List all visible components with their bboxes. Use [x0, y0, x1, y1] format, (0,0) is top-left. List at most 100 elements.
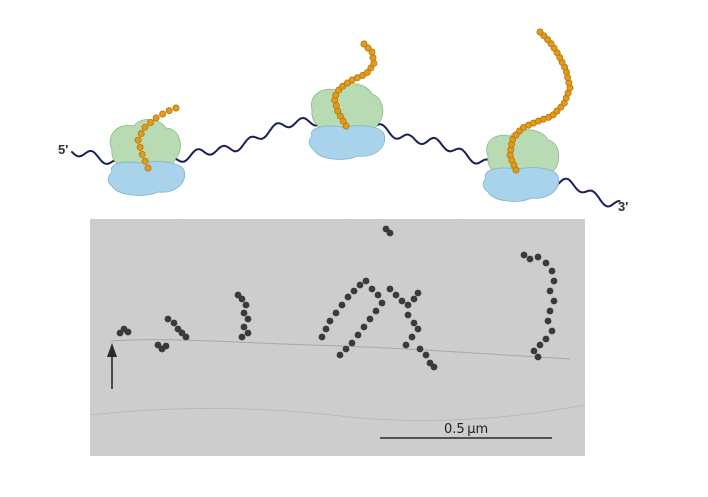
nascent-peptide-1: [134, 104, 180, 172]
scale-bar: 0.5 μm: [380, 422, 552, 439]
scale-bar-label: 0.5 μm: [444, 422, 488, 437]
nascent-peptide-2: [331, 40, 378, 130]
ribosome-particle: [550, 297, 558, 305]
ribosome-particle: [344, 293, 352, 301]
nascent-peptide-3: [506, 28, 574, 174]
ribosome-particle: [410, 295, 418, 303]
ribosome-particle: [520, 251, 528, 259]
ribosome-particle: [238, 295, 246, 303]
ribosome-particle: [244, 315, 252, 323]
peptide-bead: [370, 59, 378, 67]
ribosome-particles: [116, 225, 558, 371]
ribosome-particle: [402, 341, 410, 349]
ribosome-particle: [356, 281, 364, 289]
peptide-bead: [138, 150, 146, 158]
ribosome-particle: [404, 301, 412, 309]
ribosome-particle: [162, 342, 170, 350]
up-arrow-icon: [107, 343, 117, 389]
ribosome-particle: [548, 327, 556, 335]
ribosome-particle: [240, 323, 248, 331]
ribosome-particle: [378, 299, 386, 307]
peptide-bead: [141, 157, 149, 165]
ribosome-particle: [416, 345, 424, 353]
ribosome-particle: [404, 311, 412, 319]
ribosome-particle: [342, 345, 350, 353]
ribosome-particle: [546, 287, 554, 295]
ribosome-particle: [542, 259, 550, 267]
ribosome-particle: [348, 339, 356, 347]
ribosome-particle: [322, 325, 330, 333]
peptide-bead: [339, 117, 347, 125]
ribosome-particle: [164, 315, 172, 323]
peptide-bead: [147, 119, 154, 127]
ribosome-2: [308, 83, 386, 160]
ribosome-1: [107, 119, 186, 196]
ribosome-particle: [546, 307, 554, 315]
small-subunit-2: [308, 125, 386, 160]
ribosome-particle: [536, 341, 544, 349]
small-subunit-3: [482, 167, 560, 202]
ribosome-particle: [414, 325, 422, 333]
ribosome-particle: [534, 353, 542, 361]
five-prime-label: 5': [58, 142, 68, 157]
peptide-bead: [141, 123, 149, 131]
ribosome-particle: [534, 253, 542, 261]
ribosome-particle: [244, 329, 252, 337]
ribosome-particle: [544, 317, 552, 325]
peptide-bead: [369, 54, 377, 62]
peptide-bead: [134, 136, 142, 144]
peptide-bead: [343, 79, 351, 87]
ribosome-particle: [350, 287, 358, 295]
ribosome-particle: [170, 319, 178, 327]
peptide-bead: [536, 28, 544, 36]
ribosome-particle: [332, 309, 340, 317]
ribosome-particle: [242, 301, 250, 309]
peptide-bead: [165, 107, 173, 115]
peptide-bead: [136, 143, 144, 151]
peptide-bead: [364, 44, 372, 52]
ribosome-particle: [386, 285, 394, 293]
peptide-bead: [368, 48, 376, 56]
three-prime-label: 3': [618, 199, 628, 214]
ribosome-particle: [374, 291, 382, 299]
ribosome-particle: [386, 229, 394, 237]
ribosome-particle: [410, 319, 418, 327]
ribosome-particle: [392, 291, 400, 299]
ribosome-particle: [124, 328, 132, 336]
ribosome-particle: [240, 309, 248, 317]
ribosome-particle: [338, 301, 346, 309]
ribosome-particle: [422, 351, 430, 359]
ribosome-particle: [550, 277, 558, 285]
ribosome-particle: [372, 307, 380, 315]
peptide-bead: [159, 110, 167, 118]
peptide-bead: [152, 114, 160, 122]
peptide-bead: [339, 82, 347, 90]
faint-fiber: [90, 404, 585, 421]
peptide-bead: [144, 164, 152, 172]
ribosome-particle: [526, 255, 534, 263]
ribosome-particle: [182, 333, 190, 341]
small-subunit-1: [107, 161, 186, 196]
ribosome-particle: [548, 267, 556, 275]
polysome-diagram: 5' 3': [58, 28, 628, 214]
ribosome-particle: [362, 277, 370, 285]
ribosome-particle: [530, 347, 538, 355]
ribosome-particle: [318, 333, 326, 341]
ribosome-particle: [326, 317, 334, 325]
ribosome-particle: [542, 335, 550, 343]
ribosome-particle: [336, 351, 344, 359]
ribosome-3: [482, 129, 560, 202]
peptide-bead: [363, 68, 371, 76]
micrograph-grain: [90, 219, 585, 456]
ribosome-particle: [368, 285, 376, 293]
electron-micrograph: 0.5 μm: [90, 219, 585, 456]
ribosome-particle: [398, 297, 406, 305]
ribosome-particle: [360, 323, 368, 331]
ribosome-particle: [430, 363, 438, 371]
ribosome-particle: [366, 315, 374, 323]
mrna-thread: [109, 339, 571, 360]
ribosome-particle: [354, 331, 362, 339]
micrograph-image: 0.5 μm: [90, 219, 585, 456]
peptide-bead: [360, 40, 368, 48]
ribosome-particle: [238, 333, 246, 341]
